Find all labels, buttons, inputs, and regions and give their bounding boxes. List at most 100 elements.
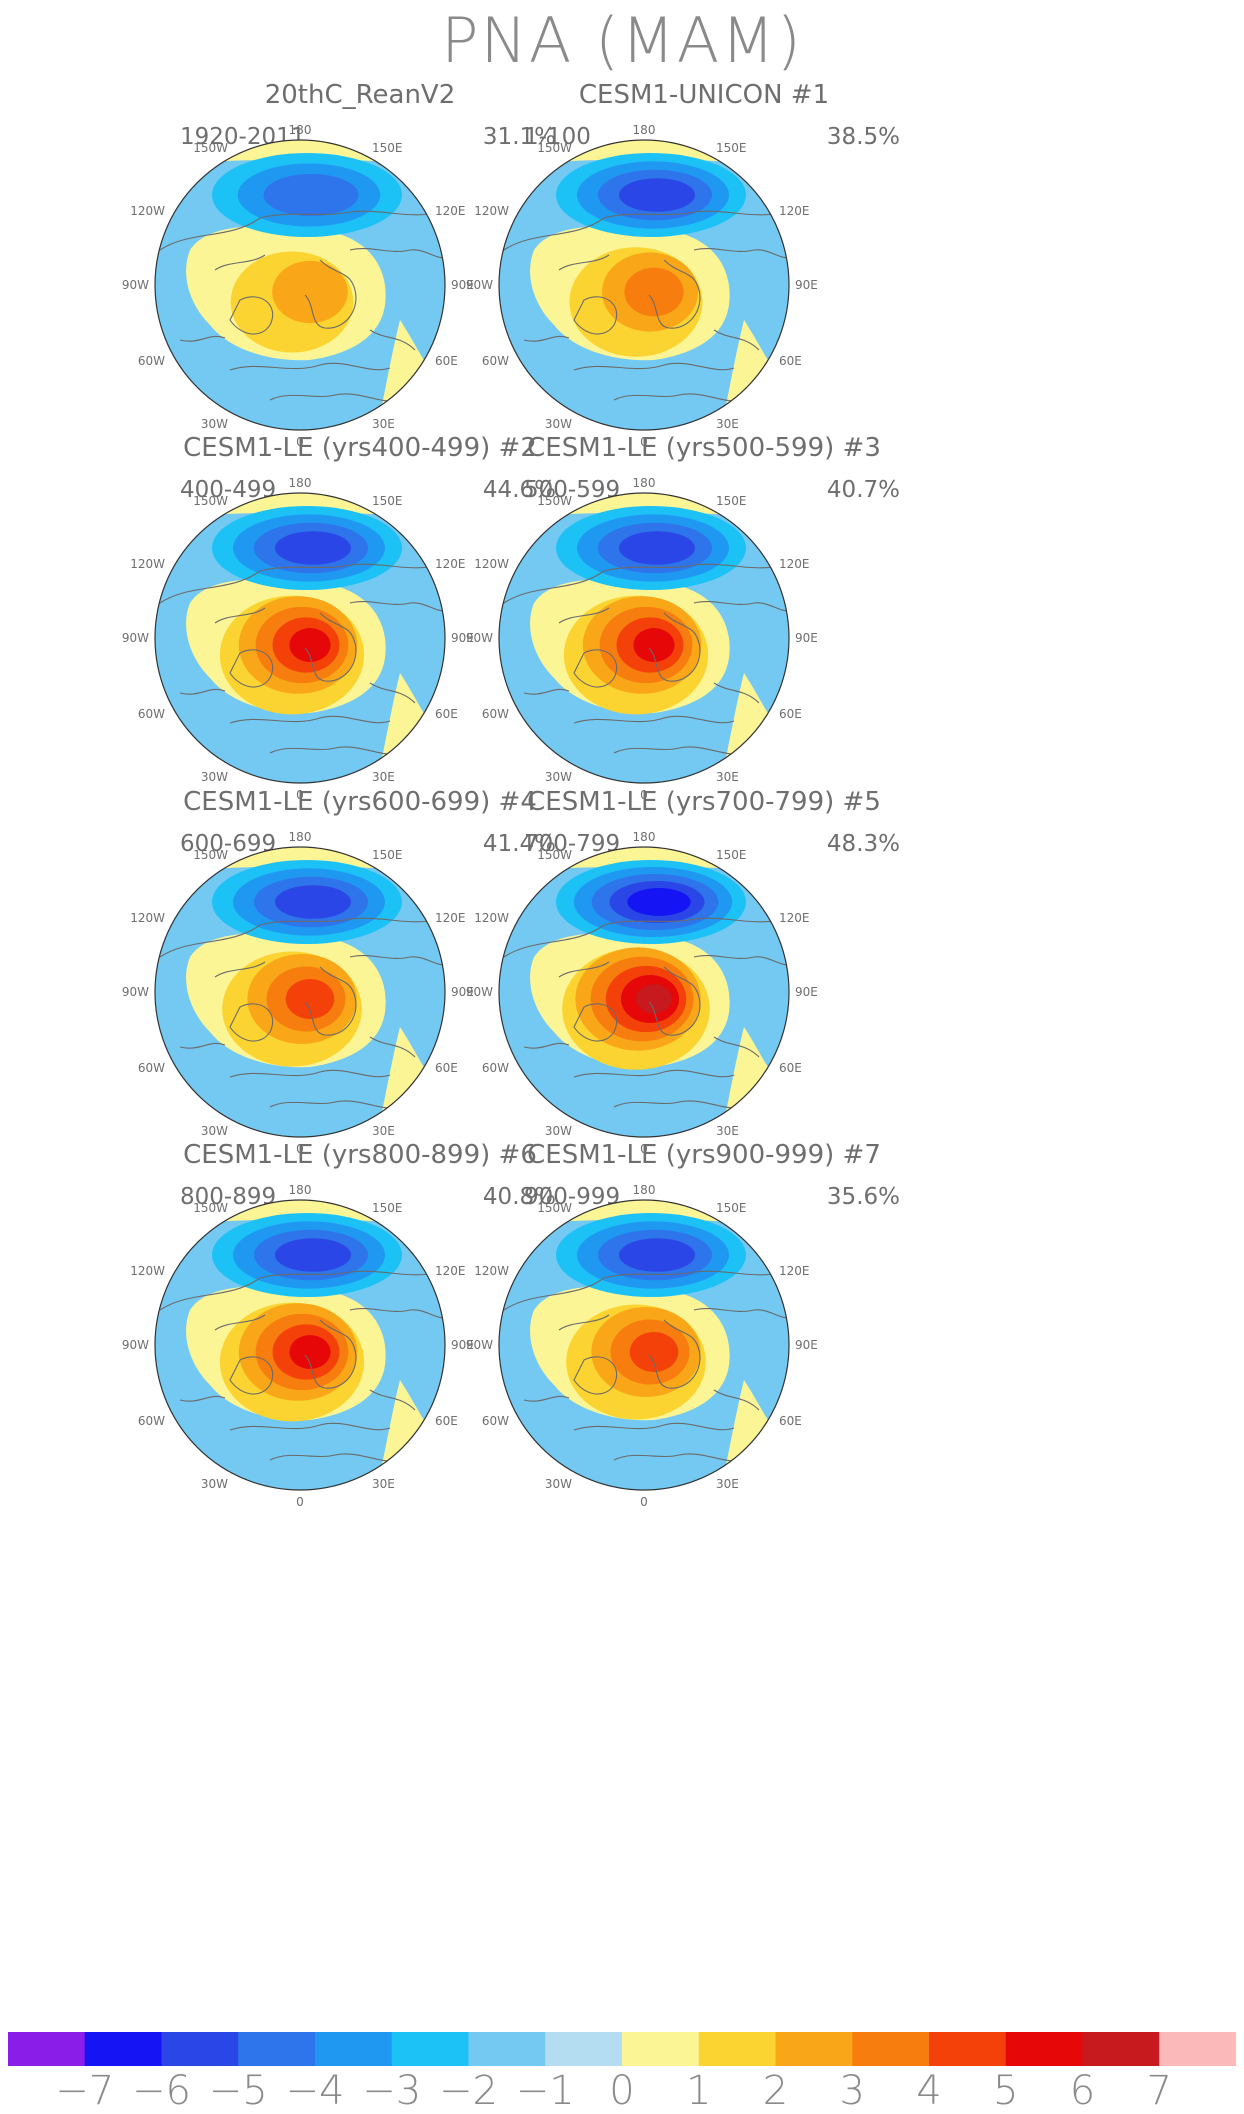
longitude-label: 60E xyxy=(779,1414,802,1428)
coastline xyxy=(304,612,357,682)
coastline xyxy=(229,1422,401,1462)
longitude-label: 90E xyxy=(451,985,474,999)
colorbar-tick: −2 xyxy=(439,2068,498,2114)
longitude-label: 60W xyxy=(482,1061,509,1075)
longitude-label: 30W xyxy=(201,770,228,784)
longitude-label: 150W xyxy=(537,848,572,862)
longitude-label: 90E xyxy=(795,631,818,645)
panel-percent: 35.6% xyxy=(826,1184,900,1210)
coastline xyxy=(648,612,701,682)
longitude-label: 30W xyxy=(201,1124,228,1138)
longitude-label: 120W xyxy=(474,1264,509,1278)
coastline xyxy=(159,563,441,604)
coastline xyxy=(503,210,785,251)
longitude-label: 60W xyxy=(138,1061,165,1075)
longitude-label: 30E xyxy=(716,770,739,784)
coastline xyxy=(179,1036,416,1058)
map-panel: CESM1-LE (yrs800-899) #6 800-899 40.8% 180 0… xyxy=(122,1140,590,1610)
longitude-label: 90E xyxy=(795,1338,818,1352)
colorbar-tick: −3 xyxy=(362,2068,422,2114)
coastline xyxy=(349,248,445,259)
positive-contour xyxy=(272,260,348,324)
map-boundary xyxy=(154,139,446,431)
panel-title: CESM1-LE (yrs500-599) #3 xyxy=(527,433,881,463)
panel-title: 20thC_ReanV2 xyxy=(264,80,456,110)
longitude-label: 30E xyxy=(716,417,739,431)
longitude-label: 30E xyxy=(372,417,395,431)
negative-contour xyxy=(627,888,691,916)
coastline xyxy=(523,682,760,704)
map-panel: 20thC_ReanV2 1920-2011 31.1% 180 0 90W 90E 150W… xyxy=(122,80,590,550)
coastline xyxy=(573,715,745,755)
longitude-label: 150E xyxy=(372,1201,403,1215)
longitude-label: 120E xyxy=(435,204,466,218)
map-boundary xyxy=(498,1199,790,1491)
coastline xyxy=(523,329,760,351)
negative-contour xyxy=(275,531,351,565)
coastline xyxy=(304,1319,357,1389)
panel-title: CESM1-LE (yrs700-799) #5 xyxy=(527,787,881,817)
longitude-label: 0 xyxy=(640,1142,648,1156)
colorbar-tick: 0 xyxy=(609,2068,635,2114)
colorbar xyxy=(8,2032,1236,2066)
longitude-label: 30E xyxy=(372,770,395,784)
polar-map: 180 0 90W 90E 150W 120W 60W 30W 150E 120E 60E 30E xyxy=(122,123,474,449)
colorbar-swatch xyxy=(1159,2032,1236,2066)
colorbar-swatch xyxy=(929,2032,1007,2066)
map-boundary xyxy=(498,139,790,431)
longitude-label: 180 xyxy=(289,123,312,137)
negative-contour xyxy=(263,174,359,216)
longitude-label: 30W xyxy=(545,770,572,784)
longitude-label: 120E xyxy=(779,911,810,925)
panel-title: CESM1-LE (yrs900-999) #7 xyxy=(527,1140,881,1170)
longitude-label: 60E xyxy=(435,1414,458,1428)
colorbar-tick: 1 xyxy=(686,2068,712,2114)
colorbar-swatch xyxy=(545,2032,623,2066)
longitude-label: 30E xyxy=(372,1124,395,1138)
coastline xyxy=(214,961,274,1042)
map-boundary xyxy=(154,492,446,784)
coastline xyxy=(159,1270,441,1311)
panel-percent: 48.3% xyxy=(826,831,900,857)
polar-map: 180 0 90W 90E 150W 120W 60W 30W 150E 120E 60E 30E xyxy=(466,830,818,1156)
panel-years: 1-100 xyxy=(524,124,591,150)
longitude-label: 60E xyxy=(779,354,802,368)
colorbar-swatch xyxy=(161,2032,239,2066)
longitude-label: 90E xyxy=(451,631,474,645)
longitude-label: 0 xyxy=(640,435,648,449)
longitude-label: 0 xyxy=(640,788,648,802)
longitude-label: 120W xyxy=(130,911,165,925)
longitude-label: 150E xyxy=(716,848,747,862)
longitude-label: 180 xyxy=(289,1183,312,1197)
colorbar-tick: 4 xyxy=(916,2068,942,2114)
positive-contour xyxy=(289,1335,331,1369)
polar-map: 180 0 90W 90E 150W 120W 60W 30W 150E 120E 60E 30E xyxy=(122,830,474,1156)
coastline xyxy=(159,917,441,958)
longitude-label: 60W xyxy=(138,707,165,721)
coastline xyxy=(229,1069,401,1109)
longitude-label: 30E xyxy=(716,1477,739,1491)
coastline xyxy=(693,601,789,612)
longitude-label: 180 xyxy=(633,1183,656,1197)
colorbar-swatch xyxy=(698,2032,776,2066)
longitude-label: 30E xyxy=(716,1124,739,1138)
longitude-label: 180 xyxy=(289,830,312,844)
colorbar-tick: −1 xyxy=(515,2068,575,2114)
map-boundary xyxy=(154,846,446,1138)
longitude-label: 60W xyxy=(138,354,165,368)
longitude-label: 90E xyxy=(451,278,474,292)
colorbar-tick: 2 xyxy=(762,2068,789,2114)
longitude-label: 60W xyxy=(138,1414,165,1428)
positive-contour xyxy=(289,628,331,662)
colorbar-swatch xyxy=(391,2032,469,2066)
colorbar-tick: −6 xyxy=(132,2068,191,2114)
longitude-label: 60W xyxy=(482,707,509,721)
map-panel: CESM1-LE (yrs900-999) #7 900-999 35.6% 180 0… xyxy=(466,1140,934,1610)
panel-title: CESM1-LE (yrs400-499) #2 xyxy=(183,433,537,463)
coastline xyxy=(214,1314,274,1395)
colorbar-tick: 5 xyxy=(993,2068,1019,2114)
coastline xyxy=(179,1389,416,1411)
coastline xyxy=(503,917,785,958)
longitude-label: 150W xyxy=(193,848,228,862)
longitude-label: 180 xyxy=(289,476,312,490)
